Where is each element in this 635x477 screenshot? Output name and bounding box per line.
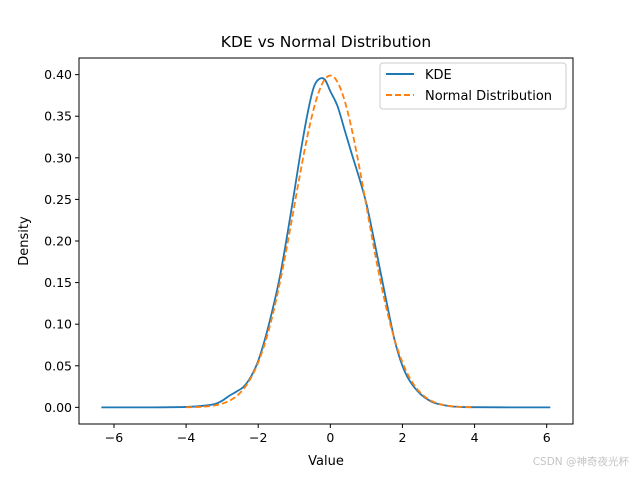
y-axis-label: Density: [17, 216, 32, 266]
legend-normal-label: Normal Distribution: [425, 89, 552, 104]
x-tick-label: −6: [105, 430, 123, 445]
chart-title: KDE vs Normal Distribution: [221, 33, 431, 51]
x-axis-label: Value: [308, 454, 344, 469]
x-tick-label: 2: [398, 430, 406, 445]
y-tick-label: 0.40: [44, 67, 72, 82]
y-tick-label: 0.20: [44, 234, 72, 249]
legend: KDE Normal Distribution: [379, 62, 567, 110]
x-tick-label: 4: [471, 430, 479, 445]
series-layer: [101, 74, 551, 409]
y-axis-ticks: 0.00 0.05 0.10 0.15 0.20 0.25 0.30 0.35 0.40: [44, 67, 79, 415]
y-tick-label: 0.00: [44, 400, 72, 415]
normal-distribution-line: [186, 74, 475, 409]
y-tick-label: 0.05: [44, 358, 72, 373]
x-tick-label: 6: [543, 430, 551, 445]
y-tick-label: 0.15: [44, 275, 72, 290]
legend-kde-label: KDE: [425, 68, 452, 83]
x-tick-label: −2: [249, 430, 267, 445]
x-tick-label: 0: [326, 430, 334, 445]
legend-box: [379, 62, 567, 110]
x-tick-label: −4: [177, 430, 195, 445]
y-tick-label: 0.35: [44, 109, 72, 124]
y-tick-label: 0.10: [44, 317, 72, 332]
y-tick-label: 0.30: [44, 150, 72, 165]
watermark-text: CSDN @神奇夜光杯: [532, 456, 629, 468]
plot-area: [79, 58, 573, 424]
x-axis-ticks: −6 −4 −2 0 2 4 6: [105, 424, 551, 445]
y-tick-label: 0.25: [44, 192, 72, 207]
